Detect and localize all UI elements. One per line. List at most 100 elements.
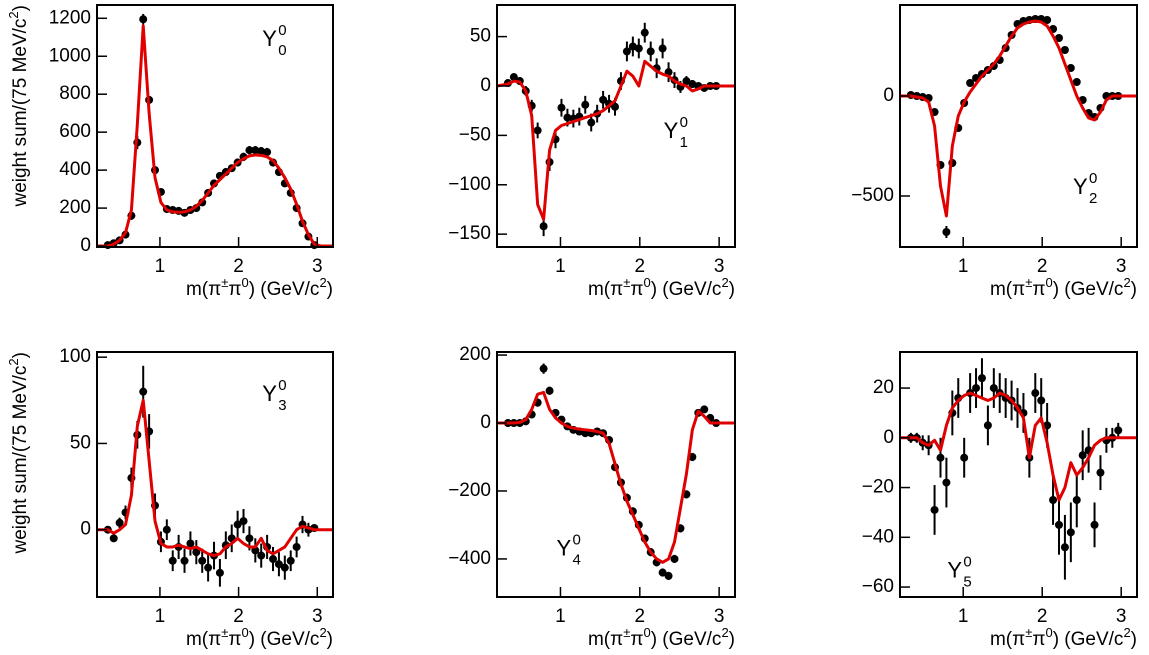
data-point xyxy=(509,73,518,82)
data-point xyxy=(233,520,242,529)
data-point xyxy=(599,95,608,104)
data-point xyxy=(664,571,673,580)
y-tick-label: 200 xyxy=(459,344,491,365)
y-tick-label: −200 xyxy=(448,480,491,501)
label-text: m(π xyxy=(990,279,1025,300)
data-point xyxy=(670,554,679,563)
label-text: ) (GeV/c xyxy=(651,629,722,650)
fit-curve xyxy=(497,390,735,564)
superscript: 0 xyxy=(241,625,248,640)
data-point xyxy=(563,113,572,122)
panel-label: Y0 4 xyxy=(557,531,581,568)
panel-label: Y0 2 xyxy=(1073,170,1097,207)
label-text: ) (GeV/c xyxy=(1053,629,1124,650)
x-tick-label: 1 xyxy=(155,256,166,277)
data-point xyxy=(115,518,124,527)
x-axis-label: m(π±π0) (GeV/c2) xyxy=(990,625,1137,650)
label-text: π xyxy=(630,279,643,300)
x-tick-label: 2 xyxy=(233,606,244,627)
y-tick-label: −500 xyxy=(851,185,894,206)
superscript: 2 xyxy=(1123,625,1130,640)
data-point xyxy=(658,568,667,577)
label-text: m(π xyxy=(588,279,623,300)
superscript: 2 xyxy=(319,275,326,290)
label-text: Y xyxy=(262,26,277,51)
x-axis-label: m(π±π0) (GeV/c2) xyxy=(990,275,1137,300)
superscript: ± xyxy=(221,275,228,290)
data-point xyxy=(286,556,295,565)
x-axis-label: m(π±π0) (GeV/c2) xyxy=(186,275,333,300)
label-text: Y xyxy=(262,381,277,406)
label-text: ) xyxy=(327,629,333,650)
superscript: 2 xyxy=(319,625,326,640)
label-text: Y xyxy=(557,535,572,560)
data-point xyxy=(257,147,266,156)
data-point xyxy=(1037,396,1046,405)
superscript: 2 xyxy=(721,625,728,640)
data-point xyxy=(1066,528,1075,537)
x-axis-label: m(π±π0) (GeV/c2) xyxy=(588,275,735,300)
label-text: ) xyxy=(327,279,333,300)
y-tick-label: −100 xyxy=(448,174,491,195)
data-point xyxy=(587,118,596,127)
subscript: 0 xyxy=(278,42,286,59)
y-tick-label: 0 xyxy=(883,85,894,106)
data-point xyxy=(557,103,566,112)
x-axis-label: m(π±π0) (GeV/c2) xyxy=(186,625,333,650)
label-text: π xyxy=(1032,629,1045,650)
x-tick-label: 1 xyxy=(155,606,166,627)
data-point xyxy=(1072,78,1081,86)
plot-frame xyxy=(496,4,736,248)
x-tick-label: 2 xyxy=(1037,606,1048,627)
y-tick-label: 400 xyxy=(59,159,91,180)
x-tick-label: 3 xyxy=(1116,256,1127,277)
superscript: 2 xyxy=(1123,275,1130,290)
y-tick-label: 800 xyxy=(59,83,91,104)
data-point xyxy=(942,478,951,487)
label-text: ) xyxy=(1131,629,1137,650)
data-point xyxy=(215,568,224,577)
y-tick-label: 50 xyxy=(70,432,91,453)
label-text: π xyxy=(1032,279,1045,300)
x-tick-label: 2 xyxy=(1037,256,1048,277)
y-axis-label: weight sum/(75 MeV/c2) xyxy=(6,352,31,555)
x-tick-label: 2 xyxy=(635,256,646,277)
x-tick-label: 1 xyxy=(555,256,566,277)
data-point xyxy=(977,374,986,383)
label-text: weight sum/(75 MeV/c xyxy=(10,19,31,208)
superscript: 0 xyxy=(680,114,688,131)
plot-frame xyxy=(899,351,1138,598)
data-point xyxy=(640,28,649,37)
data-point xyxy=(1049,495,1058,504)
plot-frame xyxy=(899,4,1138,248)
y-tick-label: 0 xyxy=(883,427,894,448)
data-point xyxy=(634,44,643,53)
label-text: ) xyxy=(1131,279,1137,300)
label-text: ) xyxy=(729,279,735,300)
label-text: m(π xyxy=(186,279,221,300)
subscript: 4 xyxy=(573,551,581,568)
panel-label: Y0 5 xyxy=(947,553,971,590)
fit-curve xyxy=(496,59,735,221)
data-point xyxy=(274,560,283,569)
x-axis-label: m(π±π0) (GeV/c2) xyxy=(588,625,735,650)
data-point xyxy=(658,44,667,53)
superscript: 0 xyxy=(241,275,248,290)
data-point xyxy=(936,453,945,462)
y-tick-label: −20 xyxy=(862,477,894,498)
superscript: 0 xyxy=(1045,625,1052,640)
superscript: ± xyxy=(623,275,630,290)
y-tick-label: 600 xyxy=(59,121,91,142)
fit-curve xyxy=(97,398,333,558)
data-point xyxy=(1060,46,1069,54)
superscript: 0 xyxy=(643,275,650,290)
superscript: 0 xyxy=(963,553,971,570)
data-point xyxy=(611,102,620,111)
superscript: ± xyxy=(1025,625,1032,640)
data-point xyxy=(139,387,148,396)
